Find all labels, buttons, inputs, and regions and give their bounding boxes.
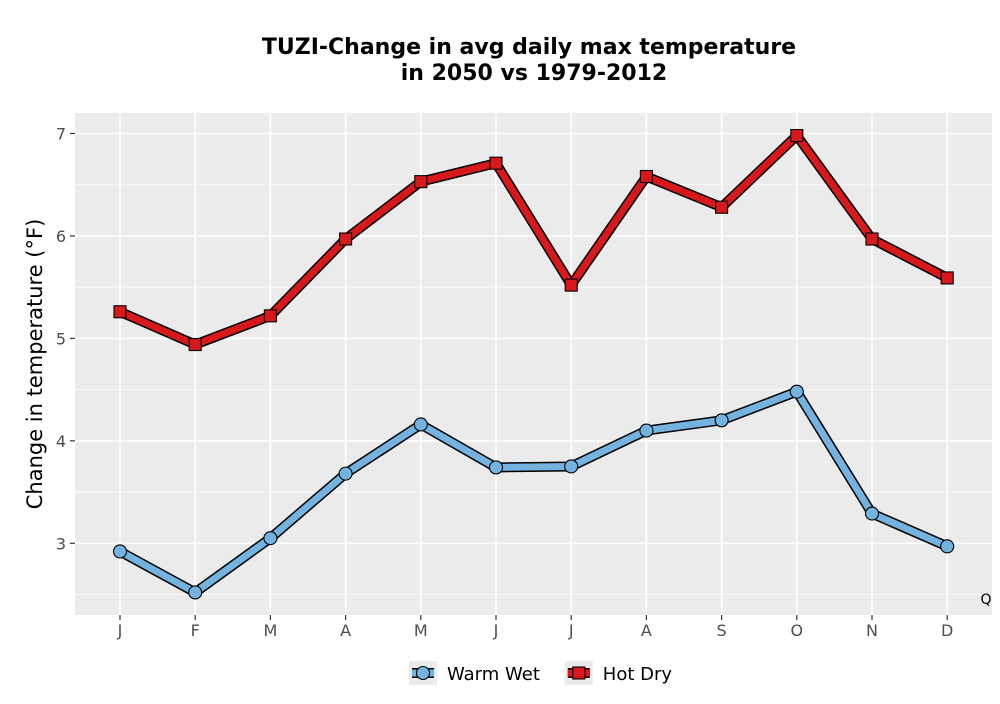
data-point bbox=[715, 200, 729, 214]
x-tick-label: S bbox=[717, 621, 727, 640]
x-tick-label: D bbox=[941, 621, 953, 640]
legend: Warm Wet Hot Dry bbox=[409, 661, 672, 685]
y-axis-label: Change in temperature (°F) bbox=[23, 219, 47, 510]
data-point bbox=[790, 128, 804, 143]
data-point bbox=[865, 232, 879, 246]
y-tick-label: 7 bbox=[56, 124, 66, 143]
data-point bbox=[940, 271, 954, 285]
chart-title-line1: TUZI-Change in avg daily max temperature bbox=[262, 35, 796, 60]
legend-marker bbox=[572, 666, 586, 680]
x-tick-label: M bbox=[263, 621, 277, 640]
x-tick-label: O bbox=[791, 621, 804, 640]
data-point bbox=[338, 466, 353, 481]
legend-label: Warm Wet bbox=[447, 664, 540, 685]
y-tick-label: 5 bbox=[56, 329, 66, 348]
data-point bbox=[188, 585, 203, 600]
series-line bbox=[116, 132, 951, 349]
x-tick-label: F bbox=[191, 621, 200, 640]
data-point bbox=[188, 337, 202, 352]
data-point bbox=[789, 384, 804, 399]
x-tick-label: A bbox=[641, 621, 652, 640]
data-point bbox=[714, 413, 729, 428]
x-tick-label: J bbox=[493, 621, 499, 640]
data-point bbox=[263, 309, 277, 323]
data-point bbox=[864, 506, 880, 521]
series-0 bbox=[112, 384, 955, 600]
grid-lines bbox=[75, 113, 992, 615]
x-tick-label: J bbox=[568, 621, 574, 640]
data-point bbox=[413, 417, 428, 432]
plot-panel bbox=[75, 113, 992, 615]
data-point bbox=[489, 156, 503, 170]
x-tick-label: N bbox=[866, 621, 878, 640]
chart-title-line2: in 2050 vs 1979-2012 bbox=[401, 61, 667, 86]
series-layer bbox=[112, 128, 955, 600]
data-point bbox=[488, 460, 504, 475]
data-point bbox=[564, 459, 579, 474]
data-point bbox=[113, 305, 127, 319]
series-1 bbox=[113, 128, 954, 352]
legend-label: Hot Dry bbox=[603, 664, 673, 685]
data-point bbox=[263, 531, 278, 546]
corner-mark: Q bbox=[980, 592, 991, 608]
y-tick-label: 3 bbox=[56, 534, 66, 553]
data-point bbox=[112, 544, 128, 559]
y-tick-label: 4 bbox=[56, 432, 66, 451]
y-tick-label: 6 bbox=[56, 227, 66, 246]
data-point bbox=[339, 232, 353, 246]
series-line bbox=[116, 388, 951, 596]
x-tick-label: A bbox=[340, 621, 351, 640]
legend-marker bbox=[415, 665, 431, 681]
data-point bbox=[414, 175, 428, 189]
data-point bbox=[639, 423, 654, 438]
x-tick-label: J bbox=[117, 621, 123, 640]
data-point bbox=[639, 169, 653, 184]
legend-item: Hot Dry bbox=[564, 661, 673, 685]
axis-layer: 3 4 5 6 7 J F M A M J J A S O N D bbox=[56, 124, 954, 640]
legend-item: Warm Wet bbox=[409, 661, 540, 685]
data-point bbox=[940, 539, 955, 554]
x-tick-label: M bbox=[414, 621, 428, 640]
data-point bbox=[564, 278, 578, 292]
